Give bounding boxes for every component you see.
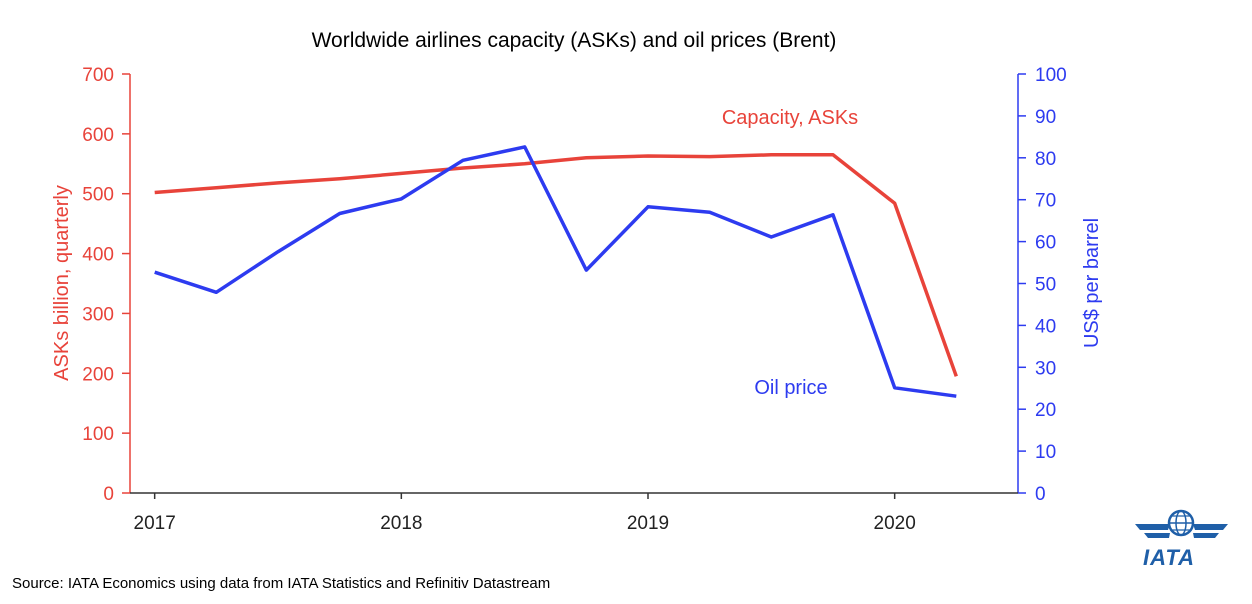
left-axis-tick-label: 600 <box>82 125 114 146</box>
left-axis-tick-label: 100 <box>82 424 114 445</box>
left-axis-tick-label: 0 <box>103 484 114 505</box>
right-axis-tick-label: 30 <box>1035 358 1056 379</box>
left-axis-tick-label: 200 <box>82 364 114 385</box>
chart-title: Worldwide airlines capacity (ASKs) and o… <box>312 29 837 52</box>
left-axis-label: ASKs billion, quarterly <box>51 185 73 381</box>
oil-price-series-label: Oil price <box>754 377 827 399</box>
x-axis-tick-label: 2017 <box>134 513 176 534</box>
right-axis-tick-label: 0 <box>1035 484 1046 505</box>
right-axis-tick-label: 70 <box>1035 191 1056 212</box>
x-axis-tick-label: 2018 <box>380 513 422 534</box>
right-axis-tick-label: 60 <box>1035 233 1056 254</box>
right-axis-tick-label: 20 <box>1035 400 1056 421</box>
oil-price-series-line <box>154 145 957 398</box>
right-axis-tick-label: 100 <box>1035 65 1067 86</box>
capacity-series-label: Capacity, ASKs <box>722 107 858 129</box>
axes: 0 100 200 300 400 500 600 700 0 10 20 30 40 50 60 70 80 9… <box>82 65 1066 534</box>
left-axis-tick-label: 300 <box>82 304 114 325</box>
left-axis-tick-label: 400 <box>82 245 114 266</box>
x-axis-tick-label: 2019 <box>627 513 669 534</box>
iata-logo-icon <box>1135 509 1228 538</box>
right-axis-tick-label: 40 <box>1035 316 1056 337</box>
right-axis-label: US$ per barrel <box>1081 218 1103 348</box>
right-axis-tick-label: 50 <box>1035 275 1056 296</box>
iata-logo-text: IATA <box>1143 545 1196 570</box>
x-axis-tick-label: 2020 <box>874 513 916 534</box>
right-axis-tick-label: 90 <box>1035 107 1056 128</box>
left-axis-tick-label: 700 <box>82 65 114 86</box>
series-layer <box>154 145 958 398</box>
source-note: Source: IATA Economics using data from I… <box>12 575 551 592</box>
right-axis-tick-label: 10 <box>1035 442 1056 463</box>
capacity-series-line <box>154 153 958 377</box>
right-axis-tick-label: 80 <box>1035 149 1056 170</box>
left-axis-tick-label: 500 <box>82 185 114 206</box>
